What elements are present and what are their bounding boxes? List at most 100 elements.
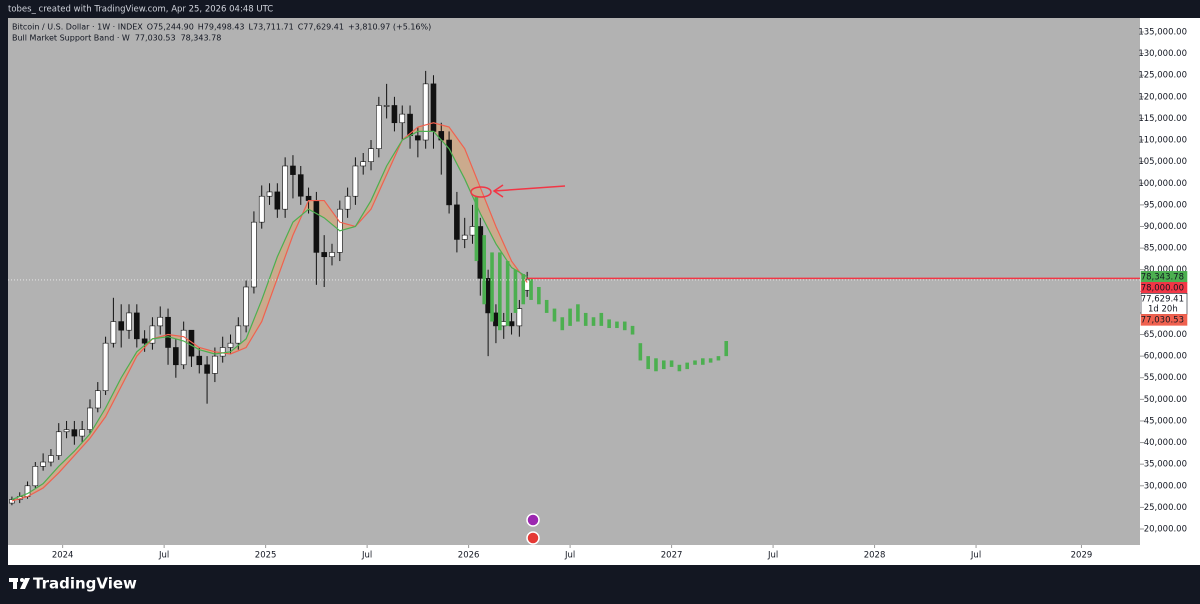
y-tick-label: 40,000.00 [1144,438,1187,448]
projection-bar [693,360,697,365]
candle-body [399,113,406,124]
plot-layer [8,70,1140,506]
y-tick-label: 20,000.00 [1144,525,1187,535]
candle-body [321,252,327,258]
y-tick-label: 65,000.00 [1144,330,1187,340]
candle-body [493,312,499,327]
event-icon[interactable] [526,531,540,545]
x-tick-label: 2025 [255,551,277,561]
y-tick-label: 115,000.00 [1138,114,1187,124]
candle-body [368,148,374,162]
candle-body [297,174,304,197]
candle-body [243,286,249,327]
projection-bar [615,321,619,329]
candle-body [251,221,257,288]
ohlc-label: L73,711.71 [249,23,294,32]
candle-body [508,321,515,327]
price-tag [1140,314,1188,326]
candle-body [204,364,210,374]
projection-bar [716,356,721,361]
indicator: Bull Market Support Band · W [12,34,130,43]
projection-bar [490,252,494,322]
candle-body [110,321,117,344]
candle-body [329,252,335,258]
logo-mark [13,578,17,589]
projection-bar [513,269,518,313]
candle-body [274,191,281,210]
projection-bar [576,304,580,322]
y-tick-label: 135,000.00 [1138,28,1187,38]
projection-bar [552,308,557,322]
candle-body [352,165,359,197]
projection-bar [568,308,572,326]
candle-body [71,429,78,437]
y-tick-label: 50,000.00 [1144,395,1187,405]
x-tick-label: Jul [767,551,778,561]
y-tick-label: 55,000.00 [1144,373,1187,383]
indicator-value: 77,030.53 [135,34,176,43]
y-tick-label: 120,000.00 [1138,92,1187,102]
time-axis [8,545,1140,565]
event-icon[interactable] [526,513,540,527]
candle-body [196,355,203,366]
candle-body [383,105,390,107]
candle-body [422,83,429,141]
x-tick-label: 2028 [864,551,886,561]
y-tick-label: 80,000.00 [1144,265,1187,275]
countdown: 1d 20h [1148,304,1178,314]
x-tick-label: Jul [158,551,169,561]
projection-bar [521,274,526,305]
projection-bar [708,358,713,363]
projection-bar [474,196,479,262]
projection-bar [677,364,682,372]
price-tag-label: 77,030.53 [1141,315,1184,325]
candle-body [126,312,132,331]
candle-body [313,200,320,253]
projection-bar [630,325,635,335]
candle-body [282,165,288,210]
projection-bar [701,358,705,365]
candle-body [212,355,218,374]
x-tick-label: Jul [564,551,575,561]
candle-body [94,390,101,409]
candle-body [79,429,85,437]
projection-bar [544,299,549,313]
price-tag-label: 78,000.00 [1141,283,1184,293]
projection-bar [638,343,643,361]
y-tick-label: 85,000.00 [1144,244,1187,254]
y-tick-label: 105,000.00 [1138,157,1187,167]
candle-body [290,165,296,175]
projection-bar [646,356,650,370]
band-line [11,130,528,501]
projection-bar [591,317,596,326]
candle-body [477,226,484,279]
ohlc-label: H79,498.43 [198,23,245,32]
attribution: tobes_ created with TradingView.com, Apr… [8,5,273,15]
annotation-arrow [493,185,566,192]
candle-body [446,139,452,206]
candle-body [40,461,46,467]
projection-bar [622,321,627,331]
plot-area [8,18,1140,545]
change-label: +3,810.97 (+5.16%) [348,23,431,32]
y-tick-label: 110,000.00 [1138,136,1187,146]
y-tick-label: 35,000.00 [1144,460,1187,470]
candle-body [469,226,476,236]
projection-bar [599,312,604,326]
candle-body [48,455,54,463]
projection-bar [560,317,565,331]
projection-bar [537,286,541,305]
annotation-arrowhead [492,184,504,198]
price-tag-label: 77,629.41 [1141,294,1184,304]
candle-body [173,347,179,366]
x-tick-label: 2027 [661,551,683,561]
band-fill [11,122,528,501]
indicator-value: 78,343.78 [181,34,222,43]
candle-body [454,204,460,240]
y-tick-label: 130,000.00 [1138,49,1187,59]
candle-body [235,325,242,344]
candle-body [360,161,367,167]
x-tick-label: 2026 [458,551,480,561]
projection-bar [661,360,666,370]
